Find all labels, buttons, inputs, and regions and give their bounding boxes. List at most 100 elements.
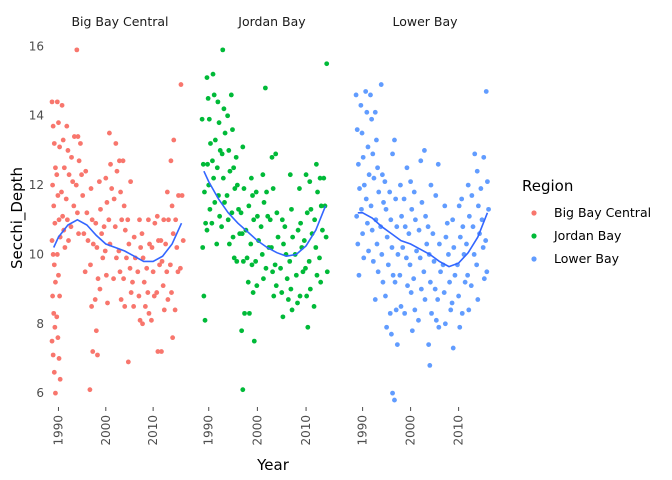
data-point [376,189,382,195]
data-point [468,283,474,289]
data-point [249,262,255,268]
legend-label: Lower Bay [554,251,620,266]
data-point [317,255,322,261]
data-point [239,231,245,237]
data-point [64,217,70,223]
data-point [392,137,397,143]
data-point [140,255,146,261]
data-point [211,92,217,98]
data-point [393,307,399,313]
x-tick-label: 2000 [99,415,113,446]
data-point [147,241,152,247]
data-point [388,217,394,223]
data-point [50,293,55,299]
data-point [104,200,110,205]
data-point [485,179,490,185]
data-point [272,262,278,268]
data-point [141,279,147,285]
data-point [416,317,421,323]
data-point [118,189,123,195]
data-point [89,304,94,309]
data-point [56,217,62,223]
data-point [50,182,55,188]
data-point [94,245,100,250]
data-point [289,307,295,313]
data-point [370,258,376,264]
data-point [65,148,71,153]
data-point [478,186,484,191]
data-point [145,290,151,295]
data-point [270,186,276,191]
data-point [231,255,237,261]
data-point [250,290,256,295]
data-point [408,179,413,185]
data-point [452,272,458,278]
legend-entries: Big Bay Central Jordan Bay Lower Bay [531,205,651,266]
x-tick-label: 2010 [452,415,466,446]
data-point [224,193,230,198]
data-point [426,342,432,347]
x-tick-label: 2010 [299,415,313,446]
data-point [240,258,246,264]
data-point [247,310,252,316]
data-point [202,317,208,323]
data-point [131,304,137,309]
data-point [217,213,223,219]
data-point [53,390,58,396]
data-point [176,193,181,198]
data-point [206,116,212,122]
data-point [178,82,184,87]
data-point [222,130,228,136]
legend-key [531,210,537,216]
data-point [251,338,257,344]
data-point [466,307,472,313]
data-point [412,307,418,313]
data-point [432,286,438,292]
data-point [398,304,404,309]
y-tick-label: 14 [29,109,44,123]
data-point [144,265,150,271]
data-point [457,234,463,240]
data-point [308,206,314,212]
data-point [92,297,98,302]
data-point [210,158,215,164]
data-point [52,324,58,330]
data-point [431,258,437,264]
data-point [486,206,491,212]
data-point [62,245,68,250]
data-point [90,241,96,247]
data-point [51,141,57,146]
data-point [368,203,374,209]
data-point [82,269,88,275]
data-point [128,179,134,185]
data-point [79,172,84,178]
data-point [366,172,372,178]
data-point [216,120,222,126]
data-point [318,203,324,209]
data-point [438,269,443,275]
data-point [282,224,288,230]
data-point [229,210,235,216]
data-point [76,158,82,164]
data-point [385,262,391,268]
data-point [427,362,433,368]
data-point [230,127,235,133]
data-point [460,224,466,230]
data-point [422,148,427,153]
data-point [175,269,181,275]
data-point [119,217,125,223]
data-point [375,165,380,171]
data-point [409,328,415,334]
data-point [201,293,207,299]
x-axis-title: Year [256,456,290,474]
data-point [418,286,424,292]
data-point [51,369,57,375]
data-point [106,130,112,136]
data-point [142,304,148,309]
data-point [90,349,96,354]
data-point [241,186,247,191]
data-point [301,238,307,243]
data-point [270,269,275,275]
data-point [354,127,360,133]
